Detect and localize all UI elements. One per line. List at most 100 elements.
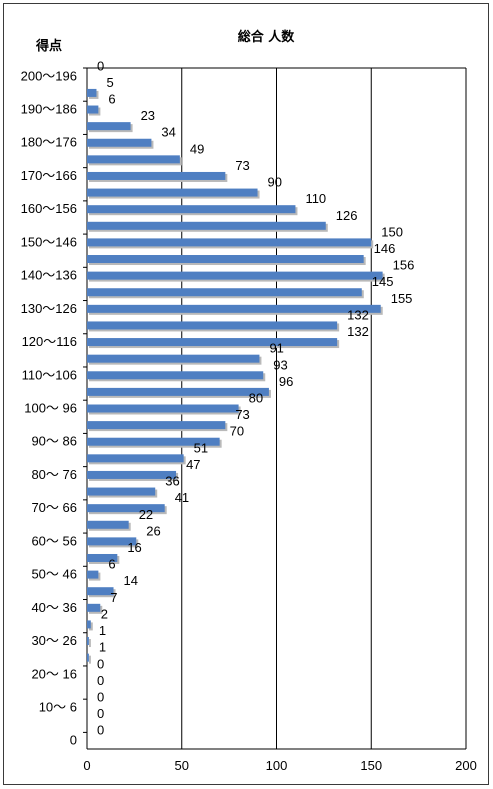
bar — [87, 221, 326, 230]
bar-value-label: 93 — [273, 357, 287, 372]
chart-frame: 総合 人数 得点 0 5 6 23 34 49 73 90 110 126 150 146 156 145… — [3, 3, 489, 785]
bar — [87, 238, 372, 247]
bar-value-label: 146 — [374, 241, 396, 256]
bar-value-label: 150 — [381, 224, 403, 239]
category-tick-label: 0 — [70, 733, 77, 748]
bar-value-label: 16 — [127, 540, 141, 555]
bar-value-label: 36 — [165, 474, 179, 489]
bar-value-label: 34 — [161, 125, 175, 140]
bar — [87, 88, 97, 97]
bar-value-label: 155 — [391, 291, 413, 306]
bar — [87, 454, 184, 463]
bar — [87, 371, 264, 380]
bar-value-label: 126 — [336, 208, 358, 223]
bar — [87, 587, 114, 596]
category-tick-label: 90〜 86 — [31, 434, 77, 449]
bar-value-label: 23 — [141, 108, 155, 123]
bar — [87, 570, 99, 579]
bar-value-label: 156 — [393, 258, 415, 273]
bar — [87, 470, 177, 479]
bar-value-label: 41 — [175, 490, 189, 505]
bar-value-label: 70 — [230, 424, 244, 439]
bar — [87, 138, 152, 147]
bar-shadow — [89, 622, 93, 631]
bar-value-label: 47 — [186, 457, 200, 472]
x-tick-labels: 0 50 100 150 200 — [83, 758, 476, 773]
bar — [87, 271, 383, 280]
bar — [87, 255, 364, 264]
category-tick-label: 60〜 56 — [31, 533, 77, 548]
bar — [87, 520, 129, 529]
bar-value-label: 6 — [108, 92, 115, 107]
data-labels-group: 0562334497390110126150146156145155132132… — [97, 58, 414, 737]
bar — [87, 387, 269, 396]
category-tick-label: 20〜 16 — [31, 666, 77, 681]
bar — [87, 205, 296, 214]
bar — [87, 304, 381, 313]
category-tick-label: 80〜 76 — [31, 467, 77, 482]
bar-value-label: 5 — [106, 75, 113, 90]
bar-value-label: 132 — [347, 307, 369, 322]
bar-value-label: 49 — [190, 141, 204, 156]
bar — [87, 288, 362, 297]
bar-value-label: 0 — [97, 58, 104, 73]
bar-value-label: 1 — [99, 623, 106, 638]
bar-value-label: 90 — [268, 175, 282, 190]
category-tick-label: 140〜136 — [21, 268, 77, 283]
bar-value-label: 0 — [97, 723, 104, 738]
category-tick-label: 150〜146 — [21, 234, 77, 249]
bar-value-label: 73 — [235, 407, 249, 422]
category-tick-label: 160〜156 — [21, 201, 77, 216]
bar-value-label: 0 — [97, 689, 104, 704]
category-tick-label: 30〜 26 — [31, 633, 77, 648]
bar-value-label: 73 — [235, 158, 249, 173]
bar — [87, 171, 226, 180]
category-tick-label: 180〜176 — [21, 135, 77, 150]
bar-value-label: 14 — [124, 573, 138, 588]
bar-value-label: 0 — [97, 706, 104, 721]
bar — [87, 537, 137, 546]
x-tick-label: 100 — [266, 758, 288, 773]
bar — [87, 421, 226, 430]
bar — [87, 105, 99, 114]
bar-value-label: 26 — [146, 523, 160, 538]
bar-value-label: 80 — [249, 391, 263, 406]
bar — [87, 338, 338, 347]
category-tick-label: 40〜 36 — [31, 600, 77, 615]
category-tick-label: 200〜196 — [21, 68, 77, 83]
bar — [87, 603, 101, 612]
bar — [87, 487, 156, 496]
category-tick-label: 170〜166 — [21, 168, 77, 183]
bar — [87, 437, 220, 446]
bar — [87, 155, 180, 164]
bar — [87, 653, 89, 662]
bar-value-label: 0 — [97, 673, 104, 688]
bar-value-label: 110 — [305, 191, 326, 206]
category-tick-label: 190〜186 — [21, 102, 77, 117]
bar-value-label: 132 — [347, 324, 369, 339]
bar-value-label: 2 — [101, 606, 108, 621]
x-tick-label: 50 — [175, 758, 189, 773]
chart-title: 総合 人数 — [238, 29, 296, 45]
bar — [87, 620, 91, 629]
bar-value-label: 91 — [269, 341, 283, 356]
bar — [87, 404, 239, 413]
x-tick-label: 200 — [455, 758, 477, 773]
category-tick-label: 70〜 66 — [31, 500, 77, 515]
x-tick-label: 150 — [360, 758, 382, 773]
bar — [87, 321, 338, 330]
category-tick-labels: 200〜196 190〜186 180〜176 170〜166 160〜156 150〜1… — [21, 68, 77, 747]
bar — [87, 354, 260, 363]
bar-value-label: 7 — [110, 590, 117, 605]
bar-value-label: 51 — [194, 440, 208, 455]
bar-value-label: 145 — [372, 274, 394, 289]
bar — [87, 504, 165, 513]
bar-shadow — [89, 655, 91, 664]
x-tick-label: 0 — [83, 758, 90, 773]
bar — [87, 122, 131, 131]
bar — [87, 637, 89, 646]
category-tick-label: 50〜 46 — [31, 567, 77, 582]
bar — [87, 188, 258, 197]
bar-shadow — [89, 639, 91, 648]
category-tick-label: 110〜106 — [22, 367, 77, 382]
